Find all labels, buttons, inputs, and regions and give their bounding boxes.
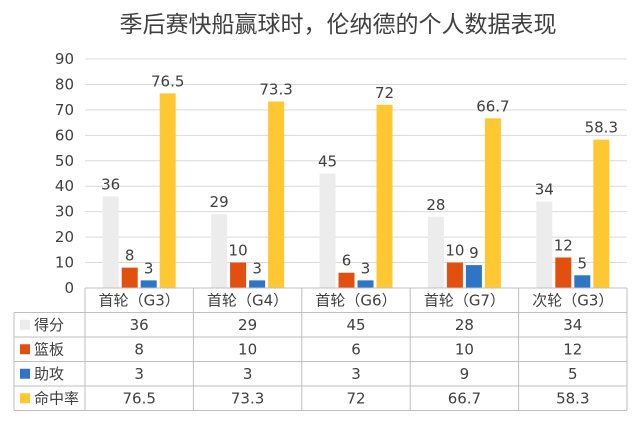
data-label: 66.7: [476, 97, 509, 115]
data-label: 29: [210, 193, 229, 211]
bar-2-1: [121, 267, 138, 288]
table-cell: 66.7: [448, 389, 481, 407]
data-label: 9: [469, 244, 479, 262]
data-label: 12: [554, 236, 573, 254]
y-tick-label: 0: [64, 279, 74, 297]
table-cell: 45: [346, 316, 365, 334]
table-cell: 5: [568, 365, 578, 383]
bar-3-2: [249, 280, 266, 288]
table-cell: 36: [130, 316, 149, 334]
data-label: 10: [229, 242, 248, 260]
table-cell: 8: [134, 340, 144, 358]
bars: [102, 93, 610, 289]
category-label: 首轮（G4）: [207, 291, 288, 309]
chart-title: 季后赛快船赢球时，伦纳德的个人数据表现: [120, 12, 557, 38]
bar-4-4: [484, 118, 501, 288]
table-cell: 73.3: [231, 389, 264, 407]
legend-swatch: [20, 393, 30, 404]
table-cell: 76.5: [122, 389, 155, 407]
data-label: 36: [101, 175, 120, 193]
bar-1-5: [536, 201, 553, 288]
table-cell: 10: [238, 340, 257, 358]
category-label: 首轮（G7）: [424, 291, 505, 309]
y-axis: 0 10 20 30 40 50 60 70 80 90: [55, 50, 74, 297]
legend-label: 得分: [34, 316, 64, 334]
table-cell: 3: [351, 365, 361, 383]
bar-2-4: [446, 262, 463, 288]
data-label: 3: [144, 259, 154, 277]
y-tick-label: 40: [55, 177, 74, 195]
data-label: 6: [342, 252, 352, 270]
table-cell: 3: [243, 365, 253, 383]
bar-3-5: [574, 275, 591, 288]
table-cell: 34: [563, 316, 582, 334]
y-tick-label: 20: [55, 228, 74, 246]
data-label: 5: [578, 254, 588, 272]
data-label: 10: [445, 242, 464, 260]
bar-3-3: [357, 280, 374, 288]
category-label: 首轮（G3）: [99, 291, 180, 309]
y-tick-label: 80: [55, 75, 74, 93]
data-label: 34: [535, 180, 554, 198]
bar-1-3: [319, 173, 336, 288]
table-cell: 3: [134, 365, 144, 383]
bar-3-1: [140, 280, 157, 288]
bar-1-2: [211, 214, 228, 288]
bar-4-1: [159, 93, 176, 288]
bar-2-3: [338, 272, 355, 288]
table-cell: 10: [455, 340, 474, 358]
data-label: 8: [125, 247, 135, 265]
bar-1-1: [102, 196, 119, 288]
data-label: 73.3: [259, 80, 292, 98]
table-cell: 9: [460, 365, 470, 383]
y-tick-label: 10: [55, 254, 74, 272]
y-tick-label: 90: [55, 50, 74, 68]
data-labels: 36 29 45 28 34 8 10 6 10 12 3 3 3 9 5 76.5 73.3 72 66.7 58.…: [101, 72, 618, 277]
y-tick-label: 60: [55, 126, 74, 144]
bar-3-4: [465, 265, 482, 288]
legend-swatch: [20, 368, 30, 379]
bar-4-2: [268, 101, 285, 289]
legend-swatch: [20, 319, 30, 330]
data-label: 45: [318, 153, 337, 171]
legend-label: 命中率: [34, 389, 79, 407]
bar-2-2: [230, 262, 247, 288]
legend-swatch: [20, 344, 30, 355]
table-cell: 28: [455, 316, 474, 334]
y-tick-label: 50: [55, 152, 74, 170]
data-label: 72: [375, 84, 394, 102]
data-label: 28: [426, 196, 445, 214]
legend-label: 助攻: [34, 365, 64, 383]
data-table: 首轮（G3） 首轮（G4） 首轮（G6） 首轮（G7） 次轮（G3）得分 36 29 45 28…: [13, 287, 628, 411]
bar-4-5: [593, 139, 610, 288]
table-cell: 12: [563, 340, 582, 358]
table-cell: 29: [238, 316, 257, 334]
table-cell: 6: [351, 340, 361, 358]
bar-4-3: [376, 104, 393, 288]
bar-2-5: [555, 257, 572, 288]
y-tick-label: 30: [55, 203, 74, 221]
data-label: 76.5: [151, 72, 184, 90]
y-tick-label: 70: [55, 101, 74, 119]
data-label: 3: [361, 259, 371, 277]
data-label: 58.3: [585, 119, 618, 137]
table-cell: 72: [346, 389, 365, 407]
category-label: 次轮（G3）: [532, 291, 613, 309]
data-label: 3: [252, 259, 262, 277]
table-cell: 58.3: [556, 389, 589, 407]
bar-1-4: [427, 216, 444, 288]
category-label: 首轮（G6）: [315, 291, 396, 309]
legend-label: 篮板: [34, 340, 64, 358]
